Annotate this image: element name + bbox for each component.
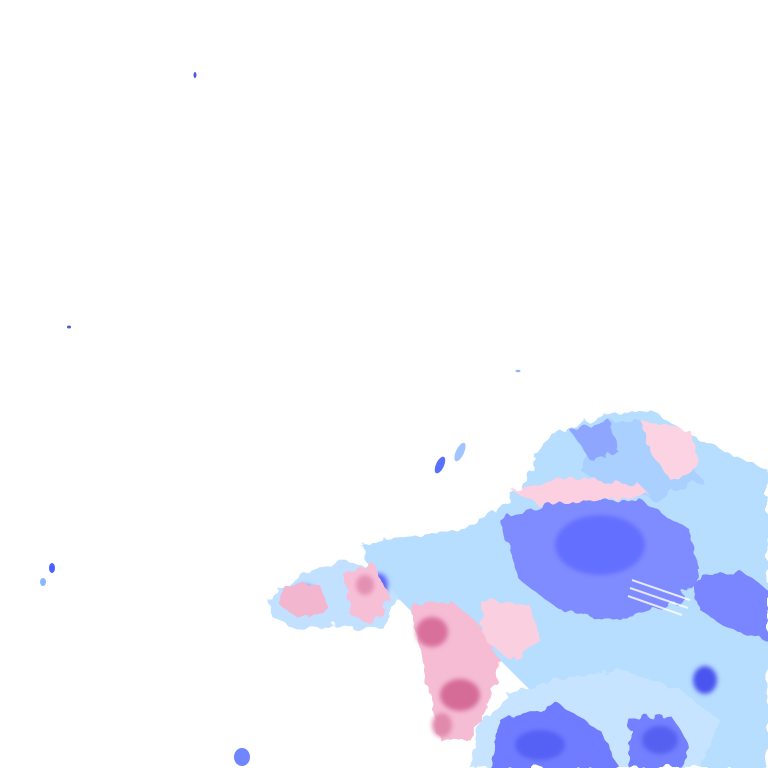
precipitation-mixed-heavy (356, 575, 480, 737)
radar-artifact (627, 579, 691, 616)
isolated-echoes (40, 72, 521, 766)
